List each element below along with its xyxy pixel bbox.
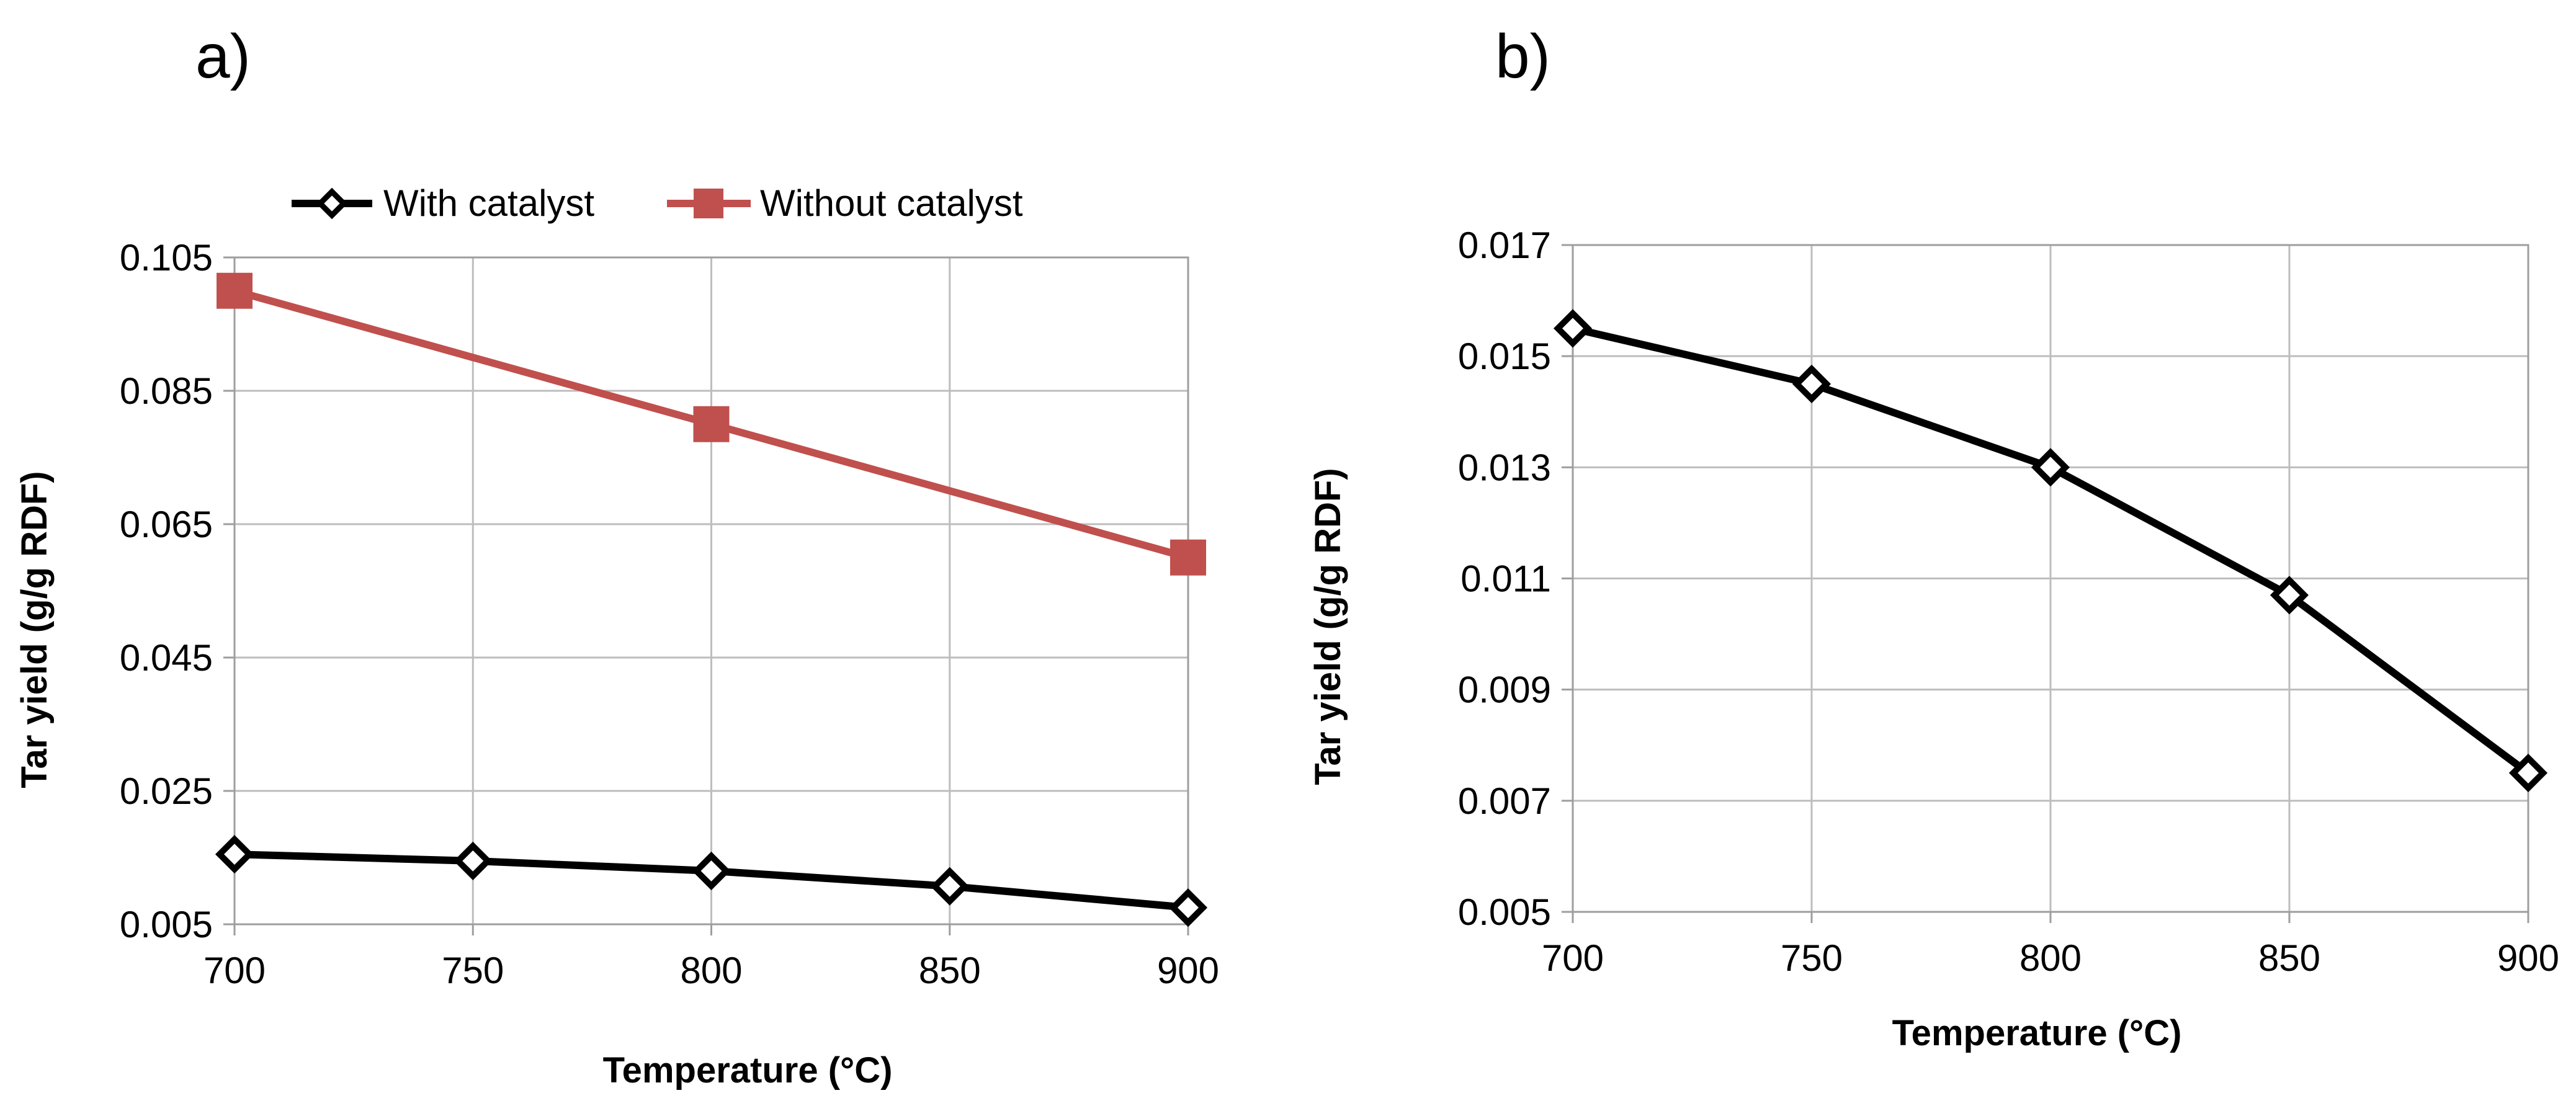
panel-a-legend: With catalyst Without catalyst <box>292 182 1023 224</box>
panel-a-x-tick-label: 700 <box>203 950 266 991</box>
panel-a-chart: a) 0.005 0.025 0.045 0.065 0.085 0.105 700 750… <box>14 22 1219 1091</box>
panel-b-point-with-catalyst <box>2270 576 2309 615</box>
panel-b-y-tick-label: 0.013 <box>1458 447 1551 488</box>
panel-a-y-ticks: 0.005 0.025 0.045 0.065 0.085 0.105 <box>120 237 235 945</box>
panel-a-y-tick-label: 0.085 <box>120 370 213 412</box>
panel-b-y-ticks: 0.005 0.007 0.009 0.011 0.013 0.015 0.017 <box>1458 225 1573 933</box>
panel-b-x-ticks: 700 750 800 850 900 <box>1542 912 2559 979</box>
legend-item-without-catalyst: Without catalyst <box>667 182 1023 224</box>
panel-b-point-with-catalyst <box>2031 448 2070 487</box>
legend-label-without-catalyst: Without catalyst <box>760 182 1023 224</box>
panel-b-y-tick-label: 0.017 <box>1458 225 1551 266</box>
panel-b-x-tick-label: 750 <box>1781 937 1843 979</box>
panel-a-x-tick-label: 850 <box>919 950 981 991</box>
panel-b-point-with-catalyst <box>1553 309 1593 348</box>
panel-b-y-tick-label: 0.009 <box>1458 669 1551 711</box>
panel-a-x-tick-label: 750 <box>442 950 504 991</box>
panel-a-point-with-catalyst <box>692 851 731 891</box>
panel-b-label: b) <box>1495 22 1550 91</box>
panel-a-y-axis-title: Tar yield (g/g RDF) <box>14 471 55 788</box>
panel-a-y-tick-label: 0.105 <box>120 237 213 279</box>
panel-a-point-with-catalyst <box>930 867 969 906</box>
panel-a-point-without-catalyst <box>217 272 253 309</box>
panel-a-x-tick-label: 800 <box>680 950 742 991</box>
legend-item-with-catalyst: With catalyst <box>292 182 594 224</box>
legend-marker-with-catalyst <box>316 187 348 220</box>
panel-a-y-tick-label: 0.025 <box>120 770 213 812</box>
panel-b-x-tick-label: 850 <box>2258 937 2320 979</box>
panel-a-x-tick-label: 900 <box>1157 950 1219 991</box>
panel-b-y-tick-label: 0.015 <box>1458 336 1551 377</box>
panel-a-point-without-catalyst <box>693 406 730 442</box>
panel-b-y-tick-label: 0.007 <box>1458 780 1551 822</box>
panel-a-y-tick-label: 0.005 <box>120 904 213 945</box>
panel-a-y-tick-label: 0.065 <box>120 504 213 545</box>
panel-b-x-tick-label: 900 <box>2497 937 2559 979</box>
legend-label-with-catalyst: With catalyst <box>383 182 594 224</box>
panel-a-series <box>215 272 1208 927</box>
panel-a-point-with-catalyst <box>454 841 493 880</box>
panel-b-series <box>1553 309 2548 793</box>
panel-a-gridlines <box>233 256 1189 926</box>
panel-a-y-tick-label: 0.045 <box>120 637 213 679</box>
legend-marker-without-catalyst <box>694 189 723 218</box>
panel-b-point-with-catalyst <box>2508 753 2548 793</box>
panel-a-label: a) <box>195 22 251 91</box>
panel-a-x-axis-title: Temperature (°C) <box>603 1050 893 1091</box>
panel-b-chart: b) 0.005 0.007 0.009 0.011 0.013 0.015 0.017 7… <box>1308 22 2559 1053</box>
panel-b-x-axis-title: Temperature (°C) <box>1892 1013 2182 1053</box>
panel-b-x-tick-label: 800 <box>2019 937 2082 979</box>
panel-b-y-axis-title: Tar yield (g/g RDF) <box>1308 468 1348 785</box>
panel-a-point-with-catalyst <box>215 835 254 874</box>
panel-b-x-tick-label: 700 <box>1542 937 1604 979</box>
panel-b-y-tick-label: 0.011 <box>1460 558 1551 600</box>
panel-b-y-tick-label: 0.005 <box>1458 891 1551 933</box>
panel-a-point-without-catalyst <box>1170 539 1206 576</box>
panel-a-x-ticks: 700 750 800 850 900 <box>203 924 1219 991</box>
panel-a-point-with-catalyst <box>1168 888 1208 927</box>
panel-b-gridlines <box>1572 244 2529 913</box>
panel-b-point-with-catalyst <box>1792 364 1831 404</box>
